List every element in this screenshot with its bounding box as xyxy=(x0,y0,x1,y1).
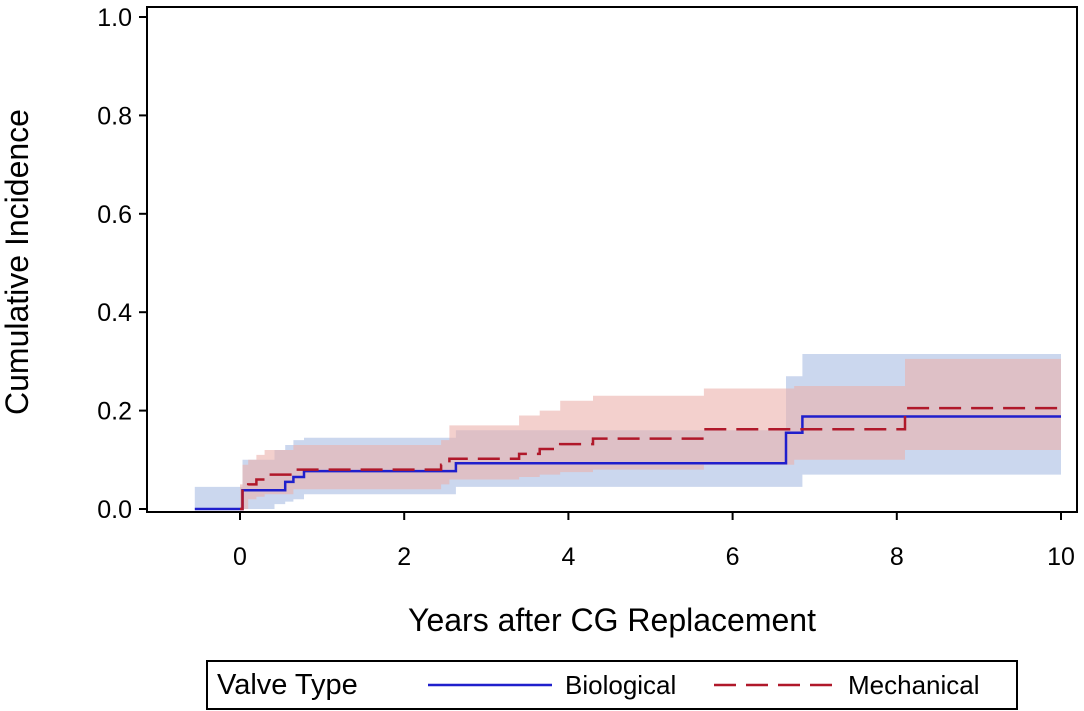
y-tick-label: 0.6 xyxy=(97,201,132,229)
x-axis-title: Years after CG Replacement xyxy=(408,602,816,638)
series-lines xyxy=(194,406,1061,511)
x-tick-label: 10 xyxy=(1047,543,1075,571)
y-tick-label: 0.4 xyxy=(97,299,132,327)
x-tick-label: 0 xyxy=(233,543,247,571)
x-tick-label: 4 xyxy=(561,543,575,571)
y-tick-label: 0.0 xyxy=(97,496,132,524)
x-tick-label: 8 xyxy=(890,543,904,571)
x-tick-label: 6 xyxy=(726,543,740,571)
y-axis-title: Cumulative Incidence xyxy=(0,109,35,415)
x-axis: 0 2 4 6 8 10 xyxy=(233,512,1075,571)
legend-frame xyxy=(206,660,1018,710)
legend: Valve Type Biological Mechanical xyxy=(206,660,1018,710)
series-line-mechanical xyxy=(240,406,1061,511)
legend-label-biological: Biological xyxy=(565,670,676,700)
y-tick-label: 0.8 xyxy=(97,102,132,130)
y-tick-label: 1.0 xyxy=(97,4,132,32)
x-tick-label: 2 xyxy=(397,543,411,571)
plot-frame xyxy=(146,6,1078,513)
confidence-bands xyxy=(194,354,1062,509)
legend-title: Valve Type xyxy=(217,669,358,701)
y-axis: 0.0 0.2 0.4 0.6 0.8 1.0 xyxy=(97,4,147,524)
y-tick-label: 0.2 xyxy=(97,398,132,426)
legend-label-mechanical: Mechanical xyxy=(848,670,980,700)
